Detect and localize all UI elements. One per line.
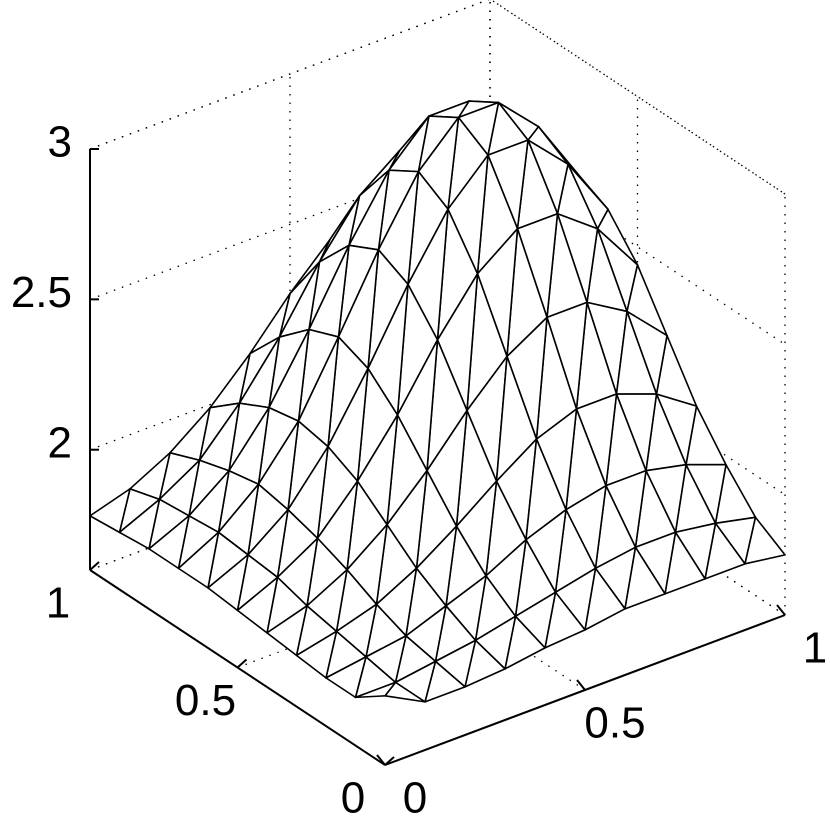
z-tick-label: 3	[48, 118, 72, 167]
y-tick	[236, 658, 248, 669]
mesh-face	[148, 515, 190, 570]
z-tick-label: 2.5	[11, 268, 72, 317]
y-tick-label: 1	[46, 579, 70, 628]
mesh-face	[89, 488, 131, 534]
x-tick	[576, 679, 586, 691]
y-tick-label: 0	[341, 774, 365, 823]
mesh-face	[266, 605, 308, 657]
grid-line	[89, 148, 491, 300]
x-tick-label: 0.5	[584, 699, 645, 748]
mesh-face	[354, 681, 397, 699]
mesh-face	[207, 554, 249, 612]
grid-line	[89, 0, 490, 150]
mesh-face	[295, 630, 338, 679]
mesh-face	[624, 546, 666, 610]
mesh-face	[325, 656, 367, 699]
x-tick-label: 1	[803, 624, 827, 673]
y-tick-label: 0.5	[175, 676, 236, 725]
mesh-face	[177, 531, 220, 589]
x-tick	[376, 754, 386, 766]
x-tick-label: 0	[403, 774, 427, 823]
mesh-face	[118, 498, 161, 550]
mesh-face	[744, 516, 786, 565]
y-tick	[384, 756, 395, 766]
z-tick-label: 2	[48, 418, 72, 467]
x-tick	[776, 604, 786, 616]
y-tick	[89, 561, 100, 571]
mesh-face	[236, 576, 279, 634]
